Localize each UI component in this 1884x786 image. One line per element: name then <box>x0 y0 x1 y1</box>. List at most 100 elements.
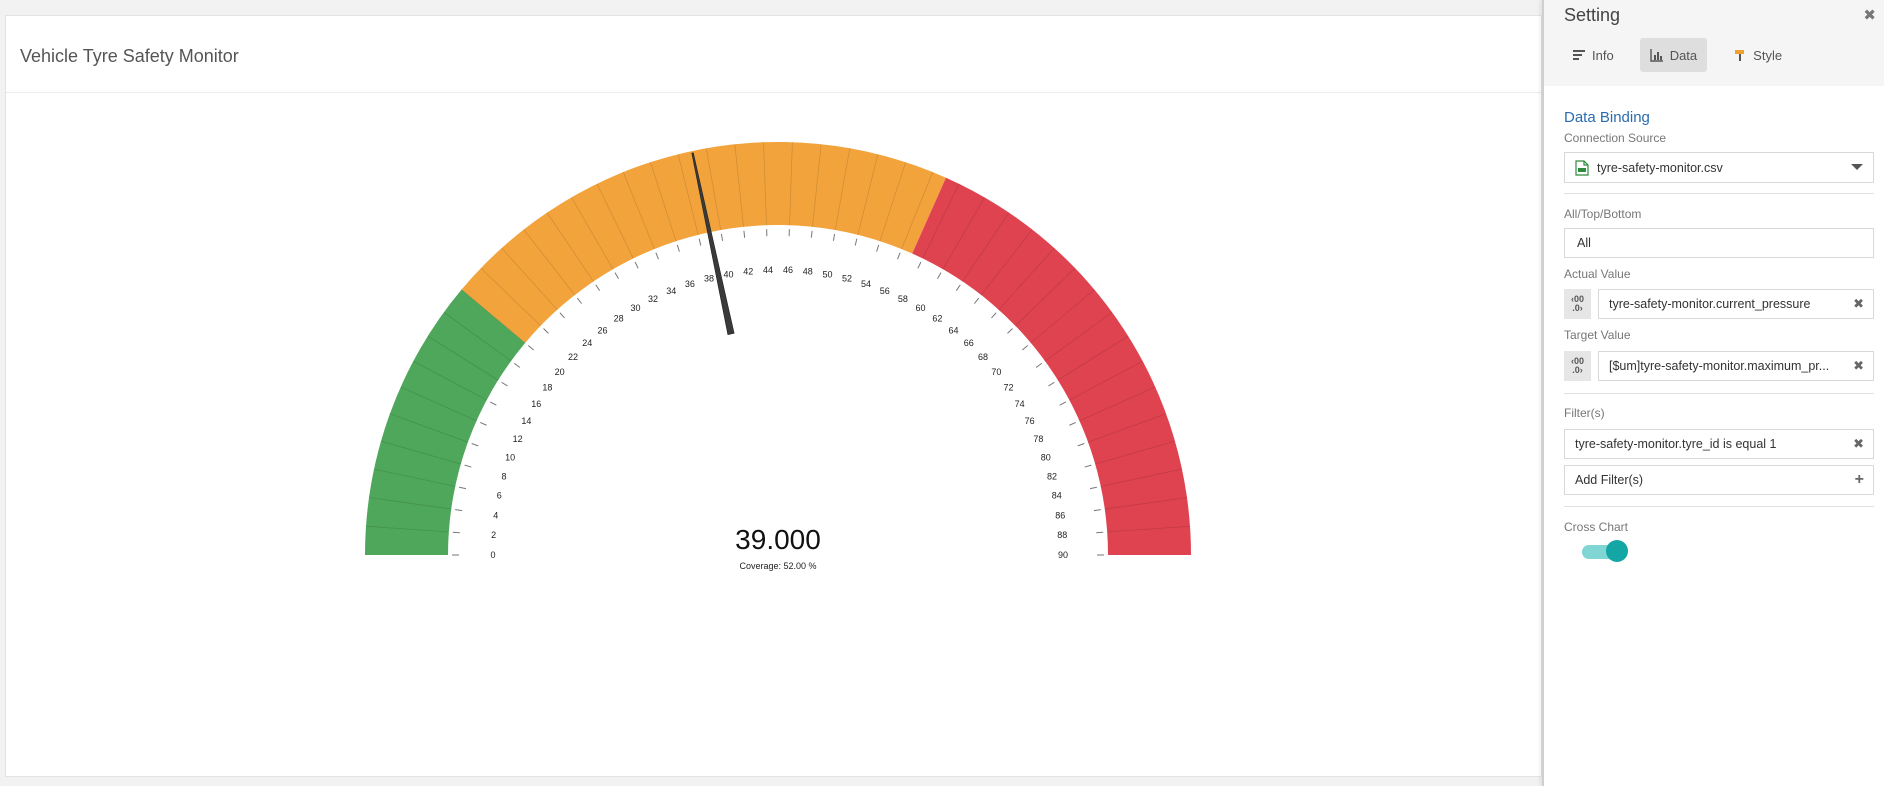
toggle-knob <box>1606 540 1628 562</box>
gauge-tick-label: 30 <box>630 303 640 313</box>
gauge-tick <box>489 401 497 406</box>
close-icon[interactable]: ✖ <box>1863 7 1876 24</box>
filter-item[interactable]: tyre-safety-monitor.tyre_id is equal 1 ✖ <box>1564 429 1874 459</box>
gauge-tick-label: 12 <box>513 434 523 444</box>
gauge-tick-label: 50 <box>822 269 832 279</box>
gauge-section-line <box>596 183 634 259</box>
actual-format-button[interactable]: ‹00 .0› <box>1564 289 1591 319</box>
remove-actual-icon[interactable]: ✖ <box>1853 296 1864 311</box>
remove-target-icon[interactable]: ✖ <box>1853 358 1864 373</box>
format-icon-bottom: .0› <box>1572 303 1583 313</box>
gauge-section-line <box>1069 360 1143 401</box>
gauge-tick-label: 90 <box>1058 550 1068 560</box>
remove-filter-icon[interactable]: ✖ <box>1853 436 1864 451</box>
gauge-tick-label: 62 <box>932 314 942 324</box>
info-bars-icon <box>1572 48 1586 62</box>
gauge-section-line <box>834 148 851 231</box>
gauge-tick-label: 6 <box>497 491 502 501</box>
gauge-tick-label: 56 <box>880 286 890 296</box>
divider <box>1564 393 1874 394</box>
gauge-tick <box>832 233 836 241</box>
gauge-section-line <box>501 247 558 311</box>
all-top-bottom-value: All <box>1577 236 1591 250</box>
gauge-section-line <box>480 267 541 327</box>
gauge-section-line <box>901 171 934 250</box>
gauge-tick-label: 54 <box>861 279 871 289</box>
gauge-bands <box>365 141 1191 555</box>
gauge-section-line <box>427 335 499 381</box>
all-top-bottom-input[interactable]: All <box>1564 228 1874 258</box>
cross-chart-toggle[interactable] <box>1582 540 1628 562</box>
bar-chart-icon <box>1649 48 1664 62</box>
add-filter-button[interactable]: Add Filter(s) + <box>1564 465 1874 495</box>
gauge-tick-label: 86 <box>1055 510 1065 520</box>
gauge-tick <box>991 312 997 319</box>
gauge-tick <box>614 272 619 279</box>
gauge-tick-label: 74 <box>1015 399 1025 409</box>
target-value-field[interactable]: [$um]tyre-safety-monitor.maximum_pr... ✖ <box>1598 351 1874 381</box>
tab-style[interactable]: Style <box>1723 38 1792 72</box>
gauge-section-line <box>1030 289 1095 344</box>
actual-value-text: tyre-safety-monitor.current_pressure <box>1609 297 1811 311</box>
chevron-down-icon <box>1851 164 1863 170</box>
gauge-section-line <box>922 183 960 259</box>
filters-label: Filter(s) <box>1564 406 1605 420</box>
gauge-tick <box>897 252 901 260</box>
data-binding-title: Data Binding <box>1564 109 1650 126</box>
connection-source-select[interactable]: tyre-safety-monitor.csv <box>1564 152 1874 183</box>
gauge-tick <box>634 261 639 269</box>
gauge-tick <box>720 233 724 241</box>
gauge-tick <box>854 238 858 246</box>
gauge-ticks <box>452 229 1104 556</box>
gauge-tick <box>527 345 534 351</box>
gauge-tick-label: 16 <box>531 399 541 409</box>
format-icon-top: ‹00 <box>1570 356 1584 366</box>
gauge-band-2 <box>461 141 946 343</box>
target-value-text: [$um]tyre-safety-monitor.maximum_pr... <box>1609 359 1830 373</box>
settings-panel: Setting ✖ Info Data Style D <box>1542 0 1884 786</box>
gauge-tick <box>1035 362 1043 368</box>
gauge-tick <box>1089 486 1097 490</box>
filter-value: tyre-safety-monitor.tyre_id is equal 1 <box>1575 437 1777 451</box>
format-icon-top: ‹00 <box>1570 294 1584 304</box>
gauge-tick-label: 64 <box>948 325 958 335</box>
gauge-value: 39.000 <box>735 524 821 555</box>
gauge-section-line <box>1104 497 1188 510</box>
gauge-tick-label: 58 <box>898 294 908 304</box>
gauge-section-line <box>705 148 722 231</box>
gauge-tick-label: 24 <box>582 338 592 348</box>
gauge-section-line <box>962 212 1010 282</box>
gauge-tick <box>576 297 582 304</box>
actual-value-field[interactable]: tyre-safety-monitor.current_pressure ✖ <box>1598 289 1874 319</box>
gauge-section-line <box>879 162 907 242</box>
gauge-section-line <box>942 197 985 270</box>
gauge-section-line <box>812 144 822 227</box>
gauge-section-line <box>1015 267 1076 327</box>
gauge-tick-label: 34 <box>666 286 676 296</box>
gauge-section-line <box>380 440 461 465</box>
gauge-section-line <box>373 468 456 487</box>
gauge-tick <box>937 272 942 279</box>
gauge-tick-label: 10 <box>505 453 515 463</box>
gauge-tick-label: 48 <box>803 267 813 277</box>
gauge-tick-label: 76 <box>1025 416 1035 426</box>
gauge-tick <box>810 230 813 238</box>
gauge-tick <box>1022 345 1029 351</box>
gauge-tick-label: 40 <box>724 269 734 279</box>
gauge-section-line <box>763 142 767 226</box>
gauge-tick <box>1048 381 1055 387</box>
gauge-tick <box>655 252 659 260</box>
target-format-button[interactable]: ‹00 .0› <box>1564 351 1591 381</box>
gauge-tick-label: 36 <box>685 279 695 289</box>
tab-info[interactable]: Info <box>1562 38 1624 72</box>
tab-data[interactable]: Data <box>1639 38 1708 72</box>
gauge-section-line <box>1087 413 1167 443</box>
gauge-tick-label: 52 <box>842 273 852 283</box>
format-icon-bottom: .0› <box>1572 365 1583 375</box>
gauge-section-line <box>400 386 477 422</box>
csv-file-icon <box>1575 159 1589 176</box>
gauge-tick <box>1069 421 1077 426</box>
gauge-tick-label: 72 <box>1004 382 1014 392</box>
gauge-tick <box>1077 443 1085 447</box>
